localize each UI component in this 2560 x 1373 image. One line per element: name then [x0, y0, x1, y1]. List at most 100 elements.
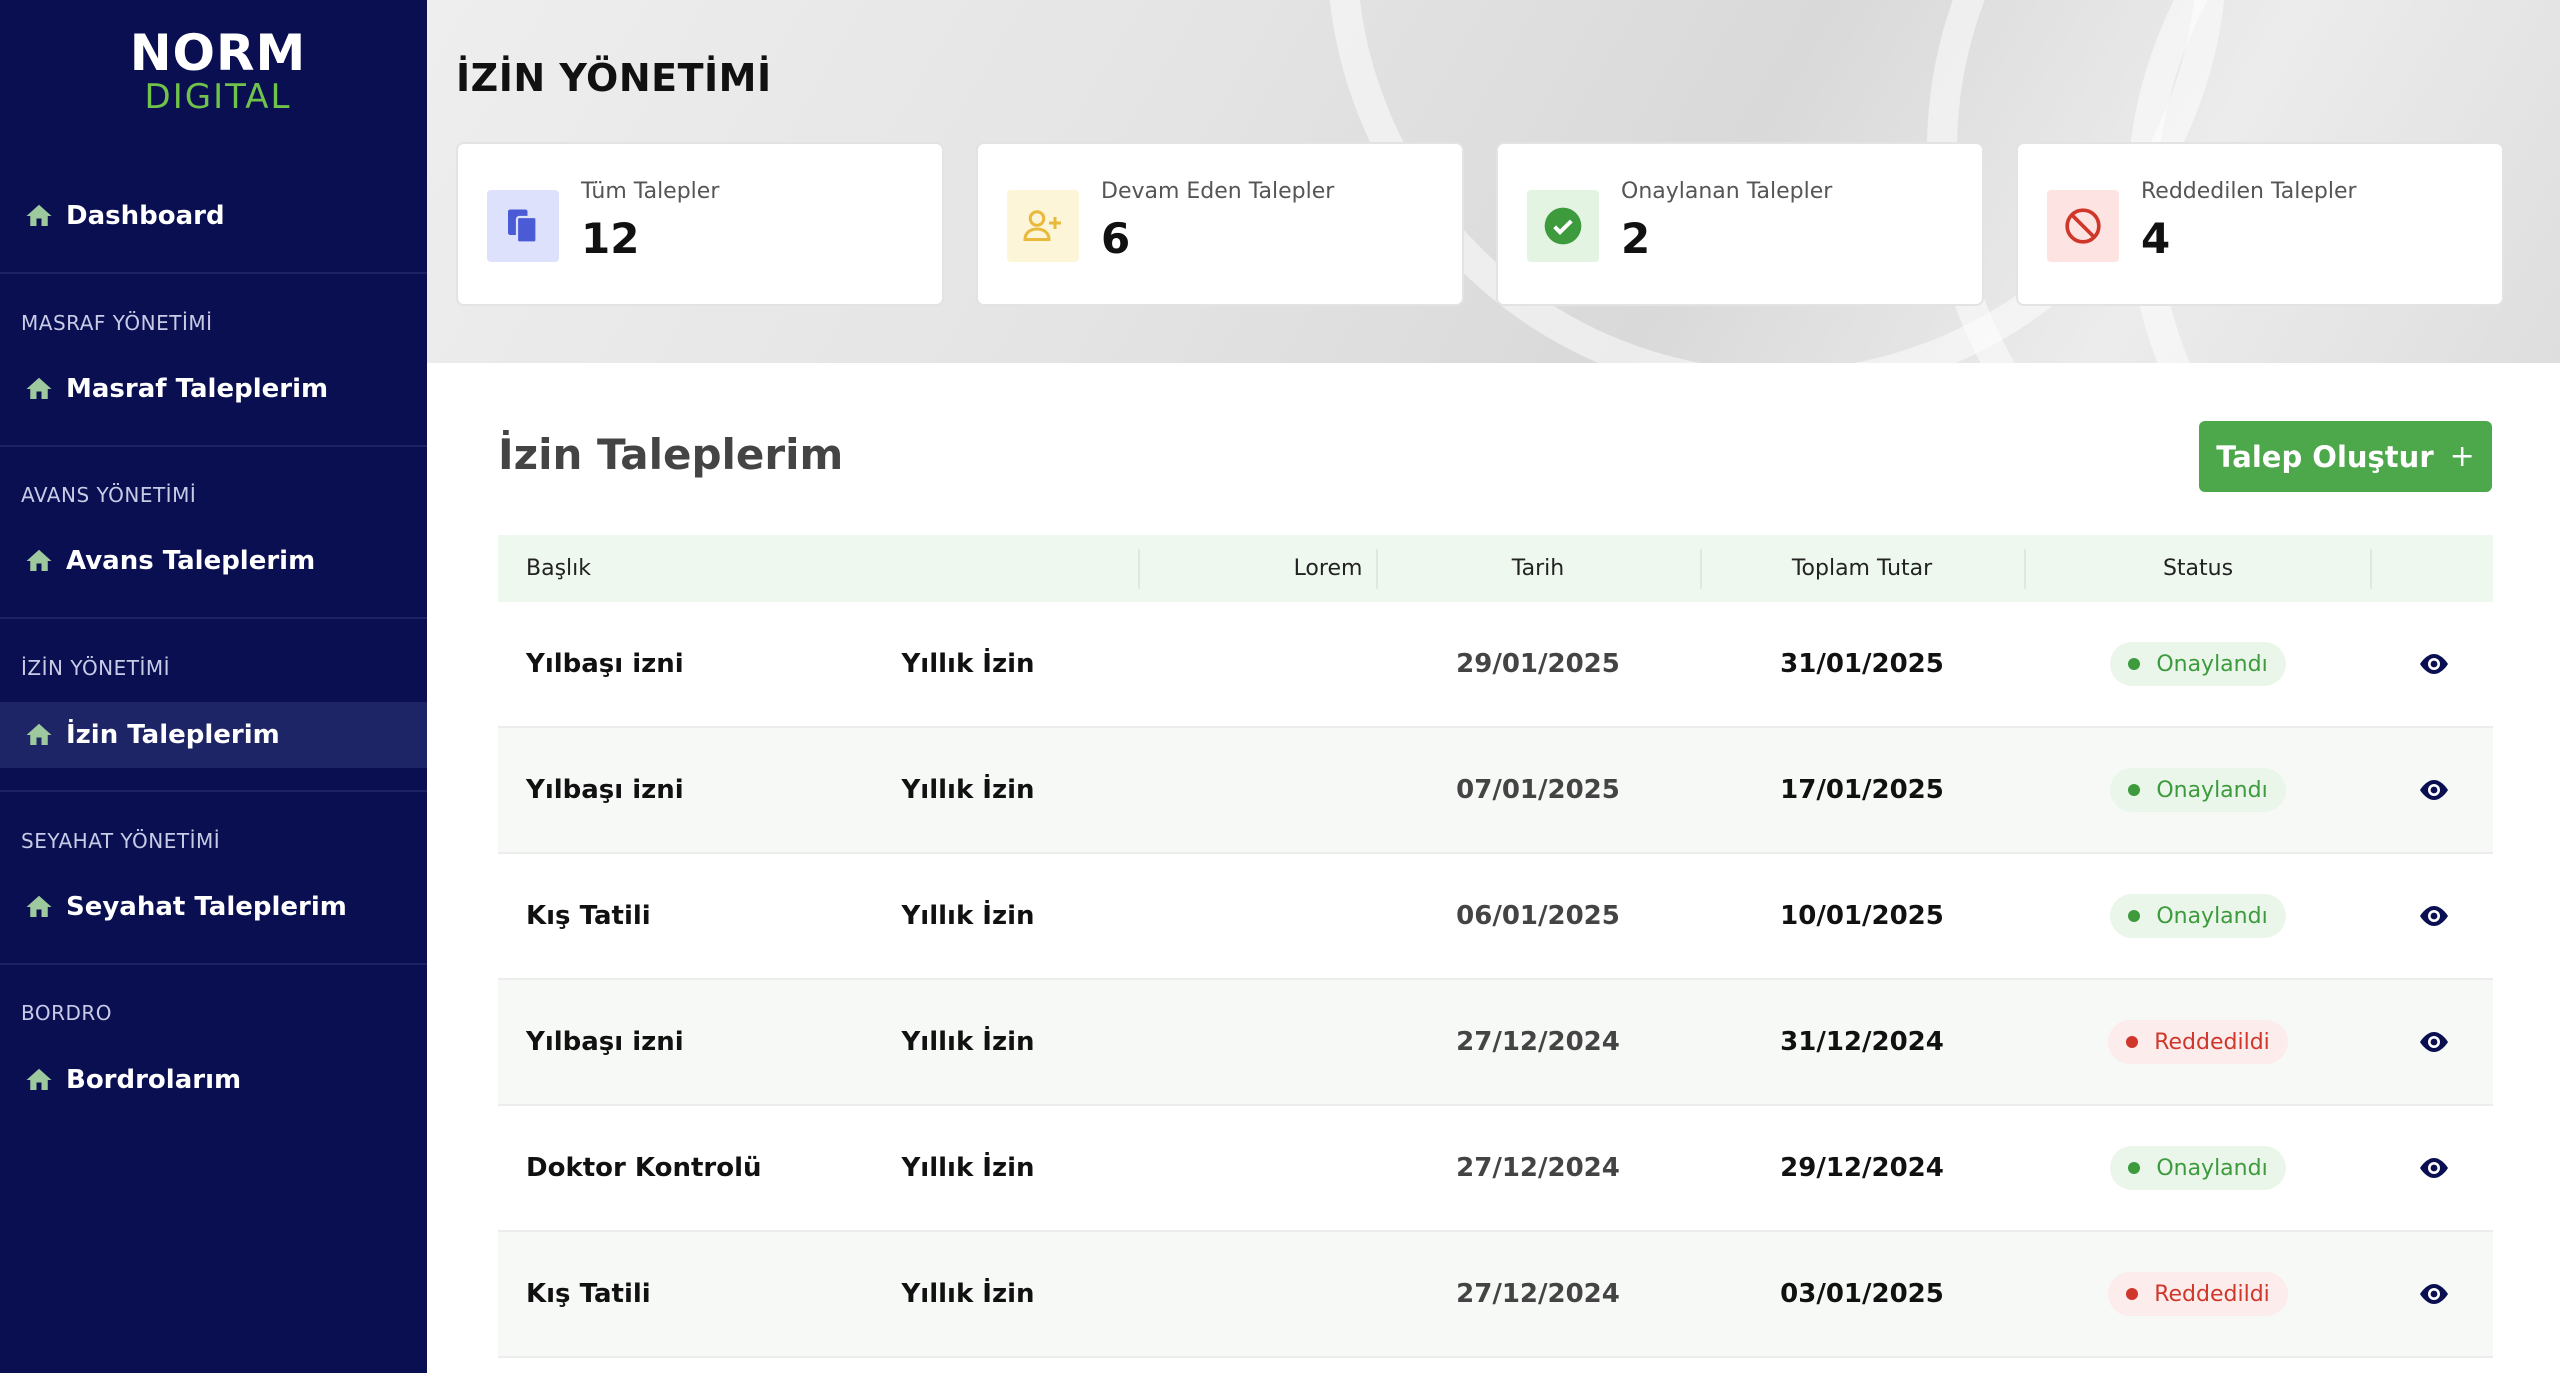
- view-button[interactable]: [2404, 1106, 2464, 1230]
- sidebar-item-masraf[interactable]: Masraf Taleplerim: [0, 356, 427, 422]
- table-row[interactable]: Yılbaşı izni Yıllık İzin 29/01/2025 31/01/2…: [498, 602, 2493, 728]
- section-title-bordro: BORDRO: [21, 1001, 113, 1025]
- sidebar-item-bordro[interactable]: Bordrolarım: [0, 1047, 427, 1113]
- status-label: Reddedildi: [2154, 1281, 2270, 1307]
- table-row[interactable]: Yılbaşı izni Yıllık İzin 27/12/2024 31/12/2…: [498, 980, 2493, 1106]
- status-dot-icon: [2128, 784, 2141, 796]
- stat-value: 4: [2141, 214, 2171, 263]
- home-icon: [26, 723, 52, 745]
- logo-top: NORM: [129, 24, 307, 82]
- stat-label: Tüm Talepler: [581, 179, 720, 204]
- table-row[interactable]: Yılbaşı izni Yıllık İzin 07/01/2025 17/01/2…: [498, 728, 2493, 854]
- sidebar-item-label: Avans Taleplerim: [66, 546, 316, 576]
- column-header-type[interactable]: Lorem: [1293, 556, 1363, 581]
- cell-status: Onaylandı: [2008, 1106, 2388, 1230]
- column-header-status[interactable]: Status: [2162, 556, 2234, 581]
- view-button[interactable]: [2404, 1232, 2464, 1356]
- divider: [0, 617, 427, 619]
- sidebar-item-label: Seyahat Taleplerim: [66, 892, 347, 922]
- stat-value: 6: [1101, 214, 1131, 263]
- cell-title: Kış Tatili: [526, 1279, 651, 1309]
- stat-label: Reddedilen Talepler: [2141, 179, 2357, 204]
- column-header-total[interactable]: Toplam Tutar: [1791, 556, 1933, 581]
- table-body: Yılbaşı izni Yıllık İzin 29/01/2025 31/01/2…: [498, 602, 2493, 1358]
- status-label: Onaylandı: [2156, 651, 2268, 677]
- cell-date: 29/01/2025: [1456, 649, 1620, 679]
- status-badge: Reddedildi: [2108, 1020, 2288, 1064]
- eye-icon: [2420, 906, 2448, 926]
- sidebar-item-izin[interactable]: İzin Taleplerim: [0, 702, 427, 768]
- column-header-title[interactable]: Başlık: [526, 556, 592, 581]
- cell-total: 31/12/2024: [1780, 1027, 1944, 1057]
- status-label: Reddedildi: [2154, 1029, 2270, 1055]
- cell-title: Doktor Kontrolü: [526, 1153, 762, 1183]
- cell-type: Yıllık İzin: [901, 1279, 1035, 1309]
- section-title: İzin Taleplerim: [498, 430, 844, 479]
- cell-date: 06/01/2025: [1456, 901, 1620, 931]
- divider: [0, 790, 427, 792]
- cell-status: Onaylandı: [2008, 602, 2388, 726]
- block-icon: [2047, 190, 2119, 262]
- stat-label: Onaylanan Talepler: [1621, 179, 1833, 204]
- view-button[interactable]: [2404, 602, 2464, 726]
- cell-type: Yıllık İzin: [901, 1027, 1035, 1057]
- status-label: Onaylandı: [2156, 777, 2268, 803]
- divider: [0, 272, 427, 274]
- status-badge: Onaylandı: [2110, 1146, 2286, 1190]
- view-button[interactable]: [2404, 980, 2464, 1104]
- status-badge: Onaylandı: [2110, 642, 2286, 686]
- cell-status: Onaylandı: [2008, 854, 2388, 978]
- cell-total: 17/01/2025: [1780, 775, 1944, 805]
- sidebar-item-dashboard[interactable]: Dashboard: [0, 183, 427, 249]
- status-dot-icon: [2126, 1036, 2139, 1048]
- home-icon: [26, 895, 52, 917]
- user-add-icon: [1007, 190, 1079, 262]
- stat-card-approved[interactable]: Onaylanan Talepler 2: [1496, 142, 1984, 306]
- cell-total: 10/01/2025: [1780, 901, 1944, 931]
- table-row[interactable]: Kış Tatili Yıllık İzin 06/01/2025 10/01/202…: [498, 854, 2493, 980]
- status-badge: Reddedildi: [2108, 1272, 2288, 1316]
- column-header-date[interactable]: Tarih: [1511, 556, 1565, 581]
- section-title-masraf: MASRAF YÖNETİMİ: [21, 311, 213, 335]
- stat-label: Devam Eden Talepler: [1101, 179, 1335, 204]
- eye-icon: [2420, 1158, 2448, 1178]
- cell-total: 31/01/2025: [1780, 649, 1944, 679]
- home-icon: [26, 1068, 52, 1090]
- sidebar-item-label: İzin Taleplerim: [66, 720, 280, 750]
- section-title-avans: AVANS YÖNETİMİ: [21, 483, 197, 507]
- sidebar-item-label: Masraf Taleplerim: [66, 374, 329, 404]
- cell-type: Yıllık İzin: [901, 649, 1035, 679]
- cell-date: 27/12/2024: [1456, 1279, 1620, 1309]
- logo-bottom: DIGITAL: [144, 77, 292, 117]
- cell-total: 29/12/2024: [1780, 1153, 1944, 1183]
- view-button[interactable]: [2404, 854, 2464, 978]
- check-circle-icon: [1527, 190, 1599, 262]
- cell-title: Yılbaşı izni: [526, 649, 684, 679]
- cell-title: Yılbaşı izni: [526, 1027, 684, 1057]
- status-dot-icon: [2128, 658, 2141, 670]
- stat-card-rejected[interactable]: Reddedilen Talepler 4: [2016, 142, 2504, 306]
- cell-date: 07/01/2025: [1456, 775, 1620, 805]
- status-label: Onaylandı: [2156, 903, 2268, 929]
- stat-card-all[interactable]: Tüm Talepler 12: [456, 142, 944, 306]
- divider: [0, 445, 427, 447]
- status-dot-icon: [2128, 910, 2141, 922]
- sidebar-item-avans[interactable]: Avans Taleplerim: [0, 528, 427, 594]
- cell-title: Yılbaşı izni: [526, 775, 684, 805]
- logo[interactable]: NORM DIGITAL: [128, 26, 308, 114]
- page-title: İZİN YÖNETİMİ: [456, 56, 772, 100]
- sidebar: NORM DIGITAL Dashboard MASRAF YÖNETİMİ M…: [0, 0, 427, 1373]
- cell-type: Yıllık İzin: [901, 775, 1035, 805]
- document-copy-icon: [487, 190, 559, 262]
- create-request-button[interactable]: Talep Oluştur +: [2199, 421, 2492, 492]
- eye-icon: [2420, 780, 2448, 800]
- status-label: Onaylandı: [2156, 1155, 2268, 1181]
- eye-icon: [2420, 1284, 2448, 1304]
- divider: [0, 963, 427, 965]
- view-button[interactable]: [2404, 728, 2464, 852]
- cell-status: Onaylandı: [2008, 728, 2388, 852]
- table-row[interactable]: Doktor Kontrolü Yıllık İzin 27/12/2024 29/1…: [498, 1106, 2493, 1232]
- sidebar-item-seyahat[interactable]: Seyahat Taleplerim: [0, 874, 427, 940]
- table-row[interactable]: Kış Tatili Yıllık İzin 27/12/2024 03/01/202…: [498, 1232, 2493, 1358]
- stat-card-in-progress[interactable]: Devam Eden Talepler 6: [976, 142, 1464, 306]
